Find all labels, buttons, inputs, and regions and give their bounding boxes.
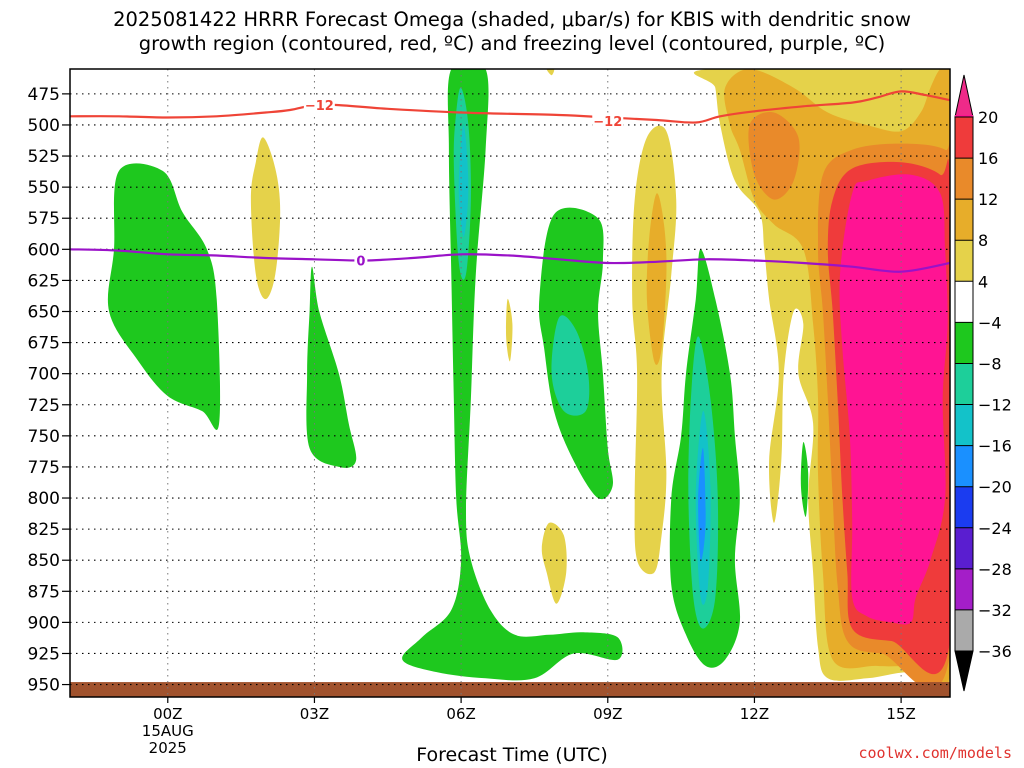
y-tick-label-550: 550 xyxy=(28,178,60,198)
colorbar-label-0: 20 xyxy=(978,108,998,127)
chart-title-line-2: growth region (contoured, red, ºC) and f… xyxy=(138,32,886,55)
colorbar-top-cap xyxy=(955,115,973,117)
ground-fill xyxy=(70,682,950,697)
omega-region-14 xyxy=(250,137,281,300)
omega-region-22 xyxy=(748,112,800,200)
omega-region-21 xyxy=(646,193,667,365)
omega-shading xyxy=(107,69,950,697)
omega-region-17 xyxy=(541,522,567,604)
y-tick-label-650: 650 xyxy=(28,302,60,322)
colorbar-bin-7 xyxy=(955,404,973,446)
colorbar-label-13: −36 xyxy=(978,642,1012,661)
contour-label-bg-1 xyxy=(592,113,624,130)
y-tick-label-800: 800 xyxy=(28,489,60,509)
colorbar-label-4: 4 xyxy=(978,272,988,291)
temperature-contours: −12 −12 0 xyxy=(70,90,950,273)
contour-label-2: 0 xyxy=(356,255,365,270)
y-tick-label-750: 750 xyxy=(28,427,60,447)
grid-lines xyxy=(70,69,950,697)
x-tick-label-09Z: 09Z xyxy=(593,705,622,723)
colorbar-label-5: −4 xyxy=(978,313,1002,332)
colorbar: 20 16 12 8 4 −4 −8 −12 −16 −20 −24 −28 −32 −36 xyxy=(954,74,1012,692)
colorbar-label-10: −24 xyxy=(978,519,1012,538)
x-year-label: 2025 xyxy=(149,739,187,757)
y-axis: 475 500 525 550 575 600 625 650 675 700 725 750 775 8… xyxy=(28,85,70,696)
colorbar-bin-0 xyxy=(955,117,973,159)
colorbar-bin-8 xyxy=(955,445,973,487)
contour-line-0 xyxy=(70,90,950,124)
y-tick-label-475: 475 xyxy=(28,85,60,105)
y-tick-label-850: 850 xyxy=(28,551,60,571)
contour-label-0: −12 xyxy=(305,99,334,114)
y-tick-label-925: 925 xyxy=(28,644,60,664)
contour-label-bg-2 xyxy=(354,252,368,269)
omega-region-12 xyxy=(698,447,706,561)
colorbar-label-1: 16 xyxy=(978,149,998,168)
colorbar-bottom-arrow xyxy=(954,650,974,692)
colorbar-bin-9 xyxy=(955,486,973,528)
y-tick-label-500: 500 xyxy=(28,116,60,136)
colorbar-label-9: −20 xyxy=(978,478,1012,497)
y-tick-label-525: 525 xyxy=(28,147,60,167)
colorbar-label-7: −12 xyxy=(978,396,1012,415)
colorbar-label-8: −16 xyxy=(978,437,1012,456)
omega-region-5 xyxy=(800,441,809,517)
x-axis-label: Forecast Time (UTC) xyxy=(416,744,608,766)
y-tick-label-700: 700 xyxy=(28,365,60,385)
y-tick-label-675: 675 xyxy=(28,334,60,354)
x-date-label: 15AUG xyxy=(142,722,194,740)
omega-region-25 xyxy=(839,174,948,625)
colorbar-bin-5 xyxy=(955,322,973,364)
omega-region-15 xyxy=(546,69,555,76)
omega-region-1 xyxy=(306,266,357,468)
colorbar-bin-10 xyxy=(955,527,973,569)
colorbar-top-arrow xyxy=(954,74,974,118)
colorbar-bin-3 xyxy=(955,240,973,282)
omega-region-10 xyxy=(458,125,469,237)
colorbar-bin-11 xyxy=(955,568,973,610)
x-tick-label-03Z: 03Z xyxy=(300,705,329,723)
x-tick-label-06Z: 06Z xyxy=(446,705,475,723)
y-tick-label-775: 775 xyxy=(28,458,60,478)
ground-surface xyxy=(70,682,950,697)
omega-region-0 xyxy=(107,163,221,430)
colorbar-label-11: −28 xyxy=(978,560,1012,579)
y-tick-label-725: 725 xyxy=(28,396,60,416)
y-tick-label-625: 625 xyxy=(28,271,60,291)
x-tick-label-00Z: 00Z xyxy=(153,705,182,723)
y-tick-label-600: 600 xyxy=(28,240,60,260)
y-tick-label-825: 825 xyxy=(28,520,60,540)
colorbar-bin-4 xyxy=(955,281,973,323)
colorbar-bin-2 xyxy=(955,199,973,241)
colorbar-bin-1 xyxy=(955,158,973,200)
contour-label-1: −12 xyxy=(593,115,622,130)
y-tick-label-950: 950 xyxy=(28,676,60,696)
y-tick-label-575: 575 xyxy=(28,209,60,229)
colorbar-bin-6 xyxy=(955,363,973,405)
omega-region-8 xyxy=(551,315,590,416)
y-tick-label-875: 875 xyxy=(28,582,60,602)
colorbar-label-2: 12 xyxy=(978,190,998,209)
contour-line-1 xyxy=(70,248,950,273)
omega-region-16 xyxy=(505,298,513,362)
colorbar-label-3: 8 xyxy=(978,231,988,250)
chart-title: 2025081422 HRRR Forecast Omega (shaded, … xyxy=(0,8,1024,56)
y-tick-label-900: 900 xyxy=(28,613,60,633)
colorbar-label-6: −8 xyxy=(978,354,1002,373)
x-tick-label-12Z: 12Z xyxy=(740,705,769,723)
credit-text: coolwx.com/models xyxy=(858,744,1012,762)
plot-frame xyxy=(69,68,951,698)
contour-label-bg-0 xyxy=(303,97,335,114)
x-tick-label-15Z: 15Z xyxy=(886,705,915,723)
colorbar-label-12: −32 xyxy=(978,601,1012,620)
chart-title-line-1: 2025081422 HRRR Forecast Omega (shaded, … xyxy=(113,8,911,31)
colorbar-bin-12 xyxy=(955,609,973,651)
